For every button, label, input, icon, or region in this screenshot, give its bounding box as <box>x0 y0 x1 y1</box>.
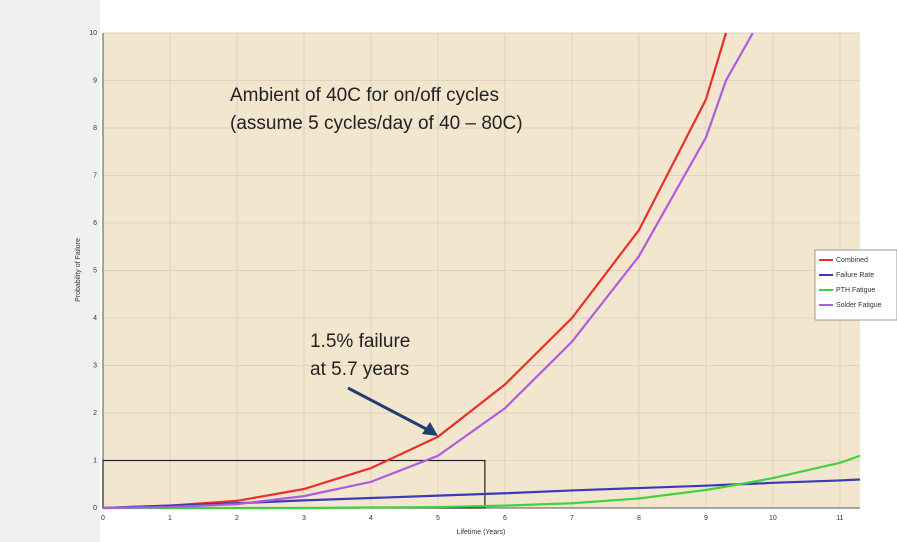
y-tick-label: 8 <box>93 125 97 132</box>
chart: 0 1 2 3 4 5 6 7 8 9 10 0 1 2 3 4 5 6 7 8 9 10 11 Ambient of 40… <box>0 0 897 542</box>
x-tick-label: 6 <box>503 515 507 522</box>
x-tick-label: 7 <box>570 515 574 522</box>
x-tick-label: 2 <box>235 515 239 522</box>
y-tick-label: 7 <box>93 172 97 179</box>
y-tick-label: 10 <box>89 30 97 37</box>
decor-panel <box>0 0 100 542</box>
y-tick-label: 5 <box>93 267 97 274</box>
y-tick-label: 9 <box>93 77 97 84</box>
annotation: (assume 5 cycles/day of 40 – 80C) <box>230 113 523 134</box>
legend-label: PTH Fatigue <box>836 287 875 294</box>
y-tick-label: 2 <box>93 410 97 417</box>
x-tick-label: 1 <box>168 515 172 522</box>
y-tick-label: 1 <box>93 457 97 464</box>
x-tick-label: 9 <box>704 515 708 522</box>
annotation: Ambient of 40C for on/off cycles <box>230 85 499 106</box>
legend-label: Failure Rate <box>836 272 874 279</box>
y-tick-label: 4 <box>93 315 97 322</box>
annotation: 1.5% failure <box>310 331 410 352</box>
x-tick-label: 5 <box>436 515 440 522</box>
x-tick-label: 3 <box>302 515 306 522</box>
x-tick-label: 11 <box>836 515 843 522</box>
y-tick-label: 3 <box>93 362 97 369</box>
x-tick-label: 4 <box>369 515 373 522</box>
x-tick-label: 8 <box>637 515 641 522</box>
legend-label: Solder Fatigue <box>836 302 882 309</box>
y-tick-label: 0 <box>93 505 97 512</box>
y-axis-label: Probability of Failure <box>75 238 82 302</box>
x-axis-label: Lifetime (Years) <box>457 529 506 536</box>
annotation: at 5.7 years <box>310 359 409 380</box>
y-tick-label: 6 <box>93 220 97 227</box>
x-tick-label: 0 <box>101 515 105 522</box>
x-tick-label: 10 <box>769 515 777 522</box>
legend-label: Combined <box>836 257 868 264</box>
